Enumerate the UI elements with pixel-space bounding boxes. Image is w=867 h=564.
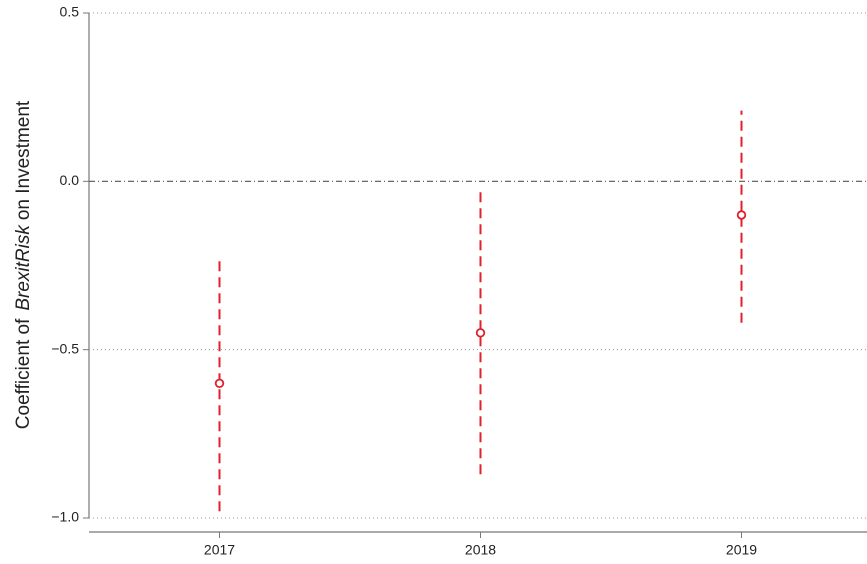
x-tick-label: 2018 bbox=[465, 542, 496, 558]
y-tick-label: 0.5 bbox=[60, 4, 80, 20]
x-tick-label: 2019 bbox=[726, 542, 757, 558]
y-label-part: Coefficient of bbox=[13, 318, 34, 429]
y-label-part: BrexitRisk bbox=[13, 224, 34, 311]
point bbox=[214, 378, 225, 389]
y-tick-label: −0.5 bbox=[51, 340, 79, 356]
point bbox=[475, 328, 486, 338]
y-label-part: on Investment bbox=[13, 100, 34, 220]
y-tick-label: −1.0 bbox=[51, 509, 79, 525]
y-axis-label: Coefficient of BrexitRisk on Investment bbox=[13, 100, 34, 429]
x-tick-label: 2017 bbox=[204, 542, 235, 558]
point bbox=[736, 210, 747, 220]
y-tick-label: 0.0 bbox=[60, 172, 80, 188]
